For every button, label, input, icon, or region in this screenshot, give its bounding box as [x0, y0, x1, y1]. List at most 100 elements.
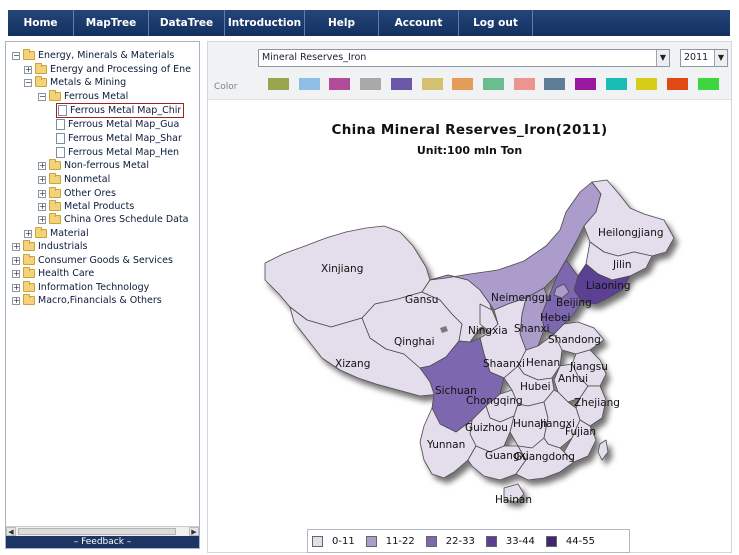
folder-icon [49, 213, 61, 224]
tree-item[interactable]: + Health Care [12, 267, 94, 280]
sidebar-horizontal-scrollbar[interactable]: ◀ ▶ [6, 526, 199, 536]
expand-icon[interactable]: + [12, 241, 20, 251]
nav-help[interactable]: Help [305, 10, 379, 36]
color-swatch[interactable] [360, 78, 382, 90]
nav-introduction[interactable]: Introduction [225, 10, 305, 36]
province-label: Shandong [548, 334, 601, 346]
province-label: Zhejiang [574, 397, 620, 409]
nav-filler [533, 10, 730, 36]
folder-icon [23, 240, 35, 251]
tree-item-label: China Ores Schedule Data [64, 214, 189, 225]
tree-item[interactable]: + Consumer Goods & Services [12, 254, 173, 267]
scroll-left-icon[interactable]: ◀ [6, 527, 16, 536]
color-swatch[interactable] [421, 78, 443, 90]
expand-icon[interactable]: + [12, 295, 20, 305]
tree-item[interactable]: Ferrous Metal Map_Shar [56, 132, 182, 145]
expand-icon[interactable]: + [12, 282, 20, 292]
legend-swatch [485, 535, 497, 547]
tree-item-label: Nonmetal [64, 174, 111, 185]
tree-item[interactable]: + Other Ores [38, 187, 116, 200]
legend-swatch [365, 535, 377, 547]
color-swatch[interactable] [636, 78, 658, 90]
tree-item[interactable]: − Energy, Minerals & Materials [12, 49, 174, 62]
tree-item[interactable]: Ferrous Metal Map_Gua [56, 118, 179, 131]
province-label: Yunnan [426, 439, 465, 451]
tree-item-label: Energy, Minerals & Materials [38, 50, 175, 61]
color-swatch[interactable] [605, 78, 627, 90]
scroll-right-icon[interactable]: ▶ [189, 527, 199, 536]
expand-icon[interactable]: + [38, 188, 46, 198]
expand-icon[interactable]: + [12, 268, 20, 278]
nav-datatree[interactable]: DataTree [149, 10, 225, 36]
folder-icon [23, 49, 35, 60]
tree-item[interactable]: + Energy and Processing of Ene [24, 63, 191, 76]
province-label: Xizang [335, 358, 370, 370]
folder-icon [35, 227, 47, 238]
collapse-icon[interactable]: − [12, 50, 20, 60]
scroll-thumb[interactable] [18, 528, 176, 535]
collapse-icon[interactable]: − [38, 91, 46, 101]
feedback-button[interactable]: – Feedback – [6, 536, 199, 548]
expand-icon[interactable]: + [38, 160, 46, 170]
color-swatch[interactable] [390, 78, 412, 90]
legend-label: 22-33 [445, 535, 475, 547]
expand-icon[interactable]: + [38, 174, 46, 184]
tree-item[interactable]: − Ferrous Metal [38, 90, 128, 103]
expand-icon[interactable]: + [38, 201, 46, 211]
folder-icon [23, 267, 35, 278]
nav-maptree[interactable]: MapTree [74, 10, 149, 36]
province-label: Fujian [565, 426, 596, 438]
indicator-select[interactable]: Mineral Reserves_Iron ▼ [258, 49, 670, 67]
tree-item[interactable]: + China Ores Schedule Data [38, 213, 189, 226]
tree-item-label: Health Care [38, 268, 95, 279]
tree-item[interactable]: + Non-ferrous Metal [38, 159, 149, 172]
map-panel: Mineral Reserves_Iron ▼ 2011 ▼ Color Chi… [207, 41, 732, 553]
nav-log-out[interactable]: Log out [459, 10, 533, 36]
province-yunnan[interactable] [419, 407, 477, 479]
tree-item[interactable]: + Metal Products [38, 200, 134, 213]
nav-account[interactable]: Account [379, 10, 459, 36]
province-label: Neimenggu [491, 292, 552, 304]
nav-home[interactable]: Home [8, 10, 74, 36]
map-tree-sidebar: − Energy, Minerals & Materials + Energy and… [5, 41, 200, 549]
province-beijing[interactable] [553, 283, 570, 299]
year-select[interactable]: 2011 ▼ [680, 49, 728, 67]
color-swatch[interactable] [329, 78, 351, 90]
tree-item[interactable]: Ferrous Metal Map_Chir [56, 103, 185, 118]
color-swatch[interactable] [667, 78, 689, 90]
tree-item[interactable]: Ferrous Metal Map_Hen [56, 146, 179, 159]
tree-item[interactable]: + Material [24, 227, 89, 240]
expand-icon[interactable]: + [38, 214, 46, 224]
tree-item-label: Ferrous Metal Map_Hen [68, 147, 180, 158]
tree-item[interactable]: + Macro,Financials & Others [12, 294, 162, 307]
province-label: Jilin [612, 259, 632, 271]
tree-item[interactable]: + Nonmetal [38, 173, 110, 186]
map-title: China Mineral Reserves_Iron(2011) [331, 122, 608, 138]
collapse-icon[interactable]: − [24, 77, 32, 87]
province-taiwan[interactable] [597, 439, 609, 461]
province-guangdong[interactable] [515, 437, 575, 481]
chevron-down-icon[interactable]: ▼ [656, 50, 669, 66]
color-swatch[interactable] [268, 78, 289, 90]
color-swatch[interactable] [452, 78, 474, 90]
chevron-down-icon[interactable]: ▼ [714, 50, 727, 66]
expand-icon[interactable]: + [12, 255, 20, 265]
color-swatch[interactable] [513, 78, 535, 90]
legend-item: 0-11 [312, 535, 355, 547]
folder-icon [35, 76, 47, 87]
color-swatch[interactable] [298, 78, 320, 90]
top-navigation: Home MapTree DataTree Introduction Help Accou… [8, 10, 730, 36]
province-shandong[interactable] [553, 321, 605, 355]
tree-item[interactable]: + Industrials [12, 240, 88, 253]
province-hainan[interactable] [503, 483, 525, 503]
color-swatch[interactable] [544, 78, 566, 90]
tree-item[interactable]: + Information Technology [12, 281, 149, 294]
expand-icon[interactable]: + [24, 64, 32, 74]
expand-icon[interactable]: + [24, 228, 32, 238]
tree-item[interactable]: − Metals & Mining [24, 76, 126, 89]
color-swatch[interactable] [575, 78, 596, 90]
color-swatch[interactable] [697, 78, 719, 90]
color-swatch[interactable] [482, 78, 504, 90]
color-label: Color [214, 82, 238, 92]
tree-item-label: Ferrous Metal Map_Gua [68, 119, 180, 130]
